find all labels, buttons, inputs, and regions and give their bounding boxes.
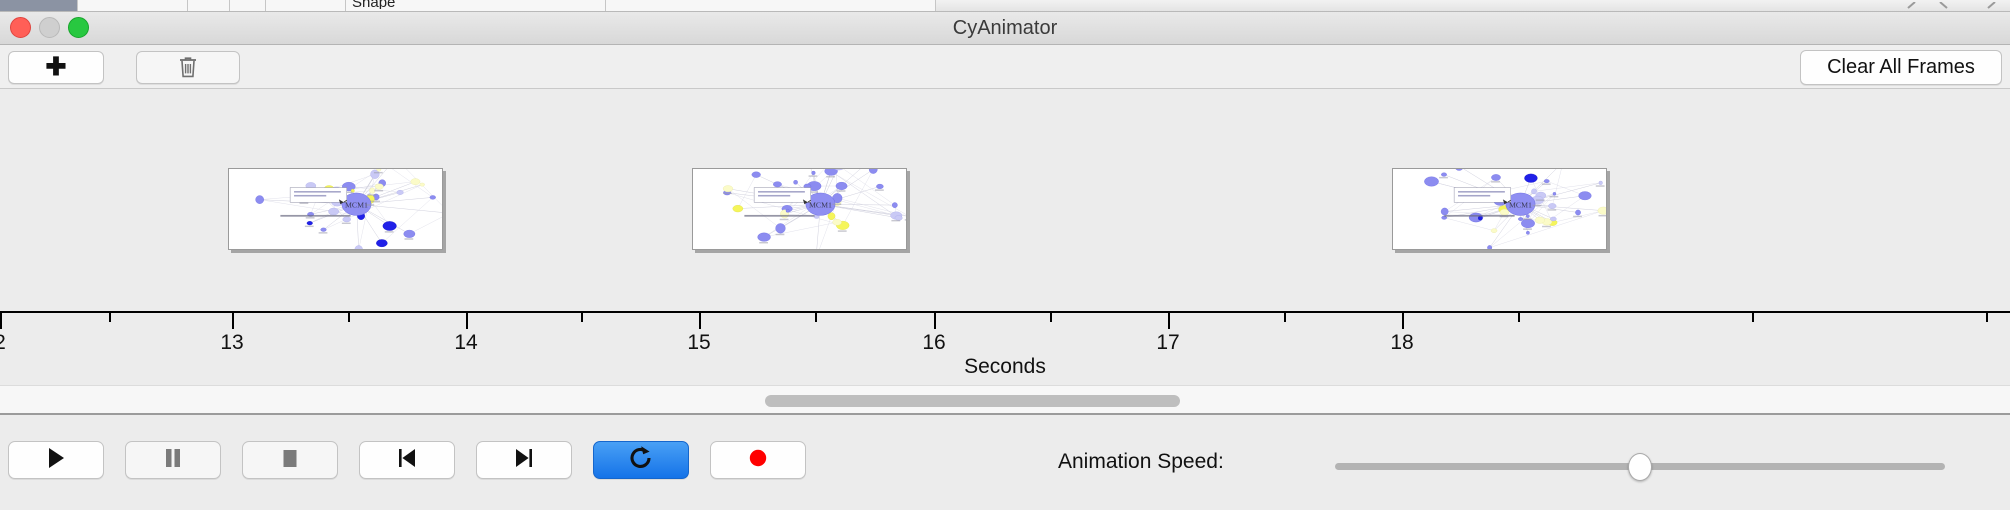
svg-text:MCM1: MCM1 — [1509, 200, 1532, 209]
slider-thumb[interactable] — [1628, 453, 1652, 481]
axis-tick-minor — [815, 313, 817, 322]
bg-tab-3 — [188, 0, 230, 11]
timeline-frame-thumbnail[interactable]: MCM1 — [692, 168, 907, 250]
horizontal-scrollbar[interactable] — [0, 385, 2010, 415]
axis-tick-label: 2 — [0, 331, 6, 355]
axis-tick-major — [232, 313, 234, 329]
traffic-lights — [10, 17, 89, 38]
loop-button[interactable] — [593, 441, 689, 479]
axis-tick-label: 16 — [922, 331, 946, 354]
axis-tick-label: 13 — [220, 331, 244, 354]
play-button[interactable] — [8, 441, 104, 479]
bg-tab-2 — [78, 0, 188, 11]
axis-tick-major — [934, 313, 936, 329]
pause-icon — [160, 445, 186, 476]
axis-tick-label: 18 — [1390, 331, 1414, 354]
next-frame-button[interactable] — [476, 441, 572, 479]
window-title: CyAnimator — [952, 17, 1058, 39]
axis-title: Seconds — [964, 355, 1046, 378]
axis-tick-major — [1168, 313, 1170, 329]
bg-tab-1 — [0, 0, 78, 11]
axis-line — [0, 311, 2010, 313]
axis-tick-minor — [1518, 313, 1520, 322]
animation-speed-slider[interactable] — [1335, 453, 1945, 481]
axis-tick-minor — [1050, 313, 1052, 322]
axis-tick-major — [0, 313, 2, 329]
timeline-frame-thumbnail[interactable]: MCM1 — [228, 168, 443, 250]
animation-speed-label: Animation Speed: — [1058, 450, 1224, 473]
minimize-button[interactable] — [39, 17, 60, 38]
add-frame-button[interactable]: ✚ — [8, 51, 104, 84]
close-button[interactable] — [10, 17, 31, 38]
bg-tab-5 — [266, 0, 346, 11]
timeline-panel[interactable]: MCM1 MCM1 MCM1 — [0, 89, 2010, 321]
axis-tick-minor — [109, 313, 111, 322]
skip-back-icon — [394, 445, 420, 476]
axis-tick-label: 14 — [454, 331, 478, 354]
delete-frame-button[interactable] — [136, 51, 240, 84]
title-bar[interactable]: CyAnimator — [0, 12, 2010, 45]
svg-text:MCM1: MCM1 — [809, 200, 832, 209]
skip-forward-icon — [511, 445, 537, 476]
timeline-frame-thumbnail[interactable]: MCM1 — [1392, 168, 1607, 250]
axis-tick-label: 15 — [687, 331, 711, 354]
axis-tick-major — [466, 313, 468, 329]
stop-button[interactable] — [242, 441, 338, 479]
timeline-axis: 2 13 14 15 16 17 18 — [0, 311, 2010, 367]
toolbar: ✚ Clear All Frames — [0, 45, 2010, 89]
zoom-button[interactable] — [68, 17, 89, 38]
bg-ghost-label: Shape — [352, 0, 396, 9]
bg-tab-7 — [606, 0, 936, 11]
axis-tick-minor — [1986, 313, 1988, 322]
previous-frame-button[interactable] — [359, 441, 455, 479]
stop-icon — [277, 445, 303, 476]
loop-icon — [628, 445, 654, 476]
bg-chevron-right-icon — [1939, 2, 1948, 9]
bg-chevron-left-icon — [1907, 2, 1916, 9]
bg-tab-6 — [346, 0, 606, 11]
axis-tick-minor — [1284, 313, 1286, 322]
bg-chevron-left-icon-2 — [1987, 2, 1996, 9]
svg-text:MCM1: MCM1 — [345, 200, 368, 209]
horizontal-scrollbar-thumb[interactable] — [765, 395, 1180, 407]
axis-tick-minor — [1752, 313, 1754, 322]
axis-tick-minor — [581, 313, 583, 322]
trash-icon — [180, 57, 196, 78]
bg-tab-4 — [230, 0, 266, 11]
record-icon — [745, 445, 771, 476]
record-button[interactable] — [710, 441, 806, 479]
axis-tick-major — [1402, 313, 1404, 329]
pause-button[interactable] — [125, 441, 221, 479]
clear-all-frames-button[interactable]: Clear All Frames — [1800, 50, 2002, 85]
axis-tick-label: 17 — [1156, 331, 1180, 354]
play-icon — [43, 445, 69, 476]
axis-tick-minor — [348, 313, 350, 322]
background-window-strip: Shape — [0, 0, 2010, 12]
playback-bar: Animation Speed: — [0, 417, 2010, 510]
axis-tick-major — [699, 313, 701, 329]
plus-icon: ✚ — [45, 53, 67, 81]
